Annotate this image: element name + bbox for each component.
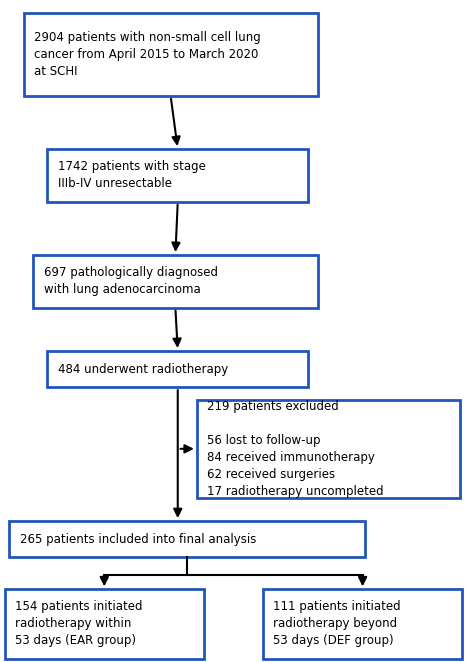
FancyBboxPatch shape <box>24 13 318 96</box>
Text: 2904 patients with non-small cell lung
cancer from April 2015 to March 2020
at S: 2904 patients with non-small cell lung c… <box>34 31 261 78</box>
Text: 484 underwent radiotherapy: 484 underwent radiotherapy <box>58 363 228 375</box>
FancyBboxPatch shape <box>47 149 308 202</box>
Text: 697 pathologically diagnosed
with lung adenocarcinoma: 697 pathologically diagnosed with lung a… <box>44 266 218 297</box>
Text: 265 patients included into final analysis: 265 patients included into final analysi… <box>20 533 256 545</box>
FancyBboxPatch shape <box>33 255 318 308</box>
FancyBboxPatch shape <box>5 589 204 659</box>
Text: 219 patients excluded

56 lost to follow-up
84 received immunotherapy
62 receive: 219 patients excluded 56 lost to follow-… <box>207 400 384 498</box>
FancyBboxPatch shape <box>197 400 460 498</box>
Text: 1742 patients with stage
IIIb-IV unresectable: 1742 patients with stage IIIb-IV unresec… <box>58 160 206 191</box>
Text: 111 patients initiated
radiotherapy beyond
53 days (DEF group): 111 patients initiated radiotherapy beyo… <box>273 600 401 647</box>
FancyBboxPatch shape <box>9 521 365 557</box>
FancyBboxPatch shape <box>47 351 308 387</box>
Text: 154 patients initiated
radiotherapy within
53 days (EAR group): 154 patients initiated radiotherapy with… <box>15 600 143 647</box>
FancyBboxPatch shape <box>263 589 462 659</box>
